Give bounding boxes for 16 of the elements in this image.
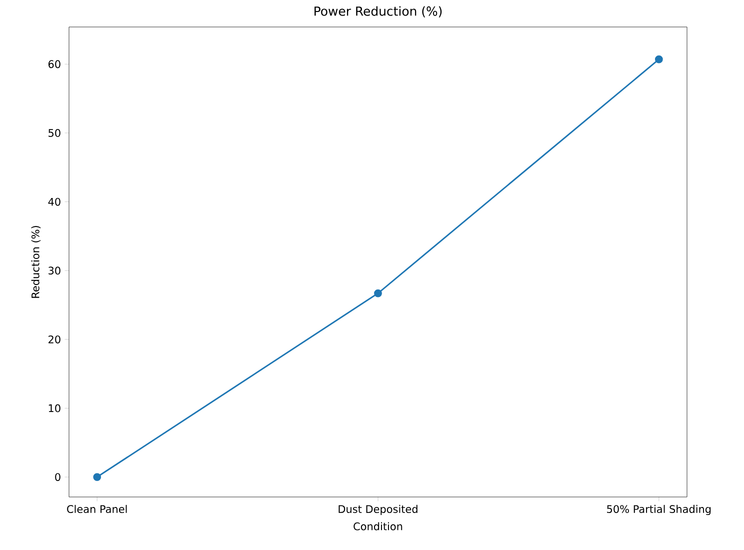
chart-title: Power Reduction (%) (314, 6, 442, 18)
y-tick-label: 30 (48, 266, 60, 275)
x-tick-label: 50% Partial Shading (607, 504, 711, 516)
y-tick-label: 20 (48, 335, 60, 344)
y-tick-label: 40 (48, 198, 60, 206)
y-axis-title: Reduction (%) (31, 226, 41, 298)
point (654, 55, 663, 64)
x-axis-title: Condition (354, 522, 402, 530)
point (374, 289, 382, 298)
y-tick-label: 50 (48, 129, 60, 137)
x-tick-label: Clean Panel (67, 504, 127, 514)
y-tick-label: 10 (48, 404, 60, 412)
y-tick-label: 60 (48, 60, 60, 68)
point (93, 473, 102, 481)
x-tick-label: Dust Deposited (338, 504, 418, 516)
y-tick-label: 0 (55, 473, 60, 481)
